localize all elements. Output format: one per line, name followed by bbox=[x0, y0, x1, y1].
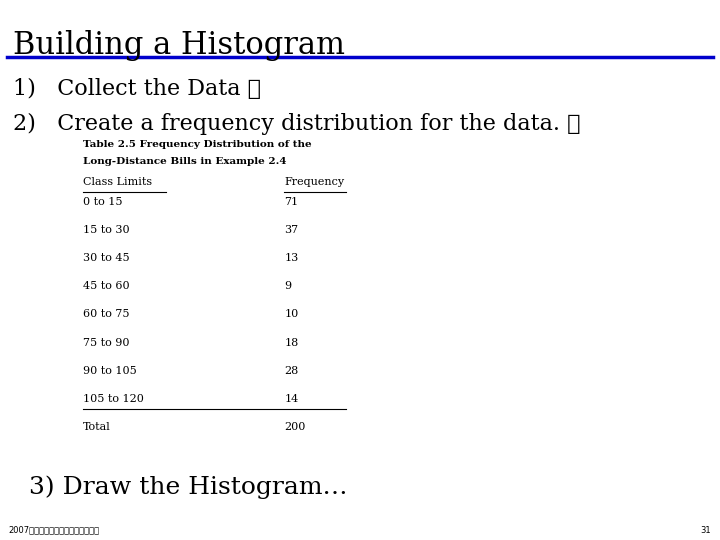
Text: Table 2.5 Frequency Distribution of the: Table 2.5 Frequency Distribution of the bbox=[83, 140, 312, 150]
Text: 15 to 30: 15 to 30 bbox=[83, 225, 130, 235]
Text: Frequency: Frequency bbox=[284, 177, 345, 187]
Text: Class Limits: Class Limits bbox=[83, 177, 152, 187]
Text: 2)   Create a frequency distribution for the data. ✓: 2) Create a frequency distribution for t… bbox=[13, 113, 580, 136]
Text: 13: 13 bbox=[284, 253, 299, 264]
Text: 3) Draw the Histogram…: 3) Draw the Histogram… bbox=[29, 475, 347, 499]
Text: 30 to 45: 30 to 45 bbox=[83, 253, 130, 264]
Text: 105 to 120: 105 to 120 bbox=[83, 394, 144, 404]
Text: 60 to 75: 60 to 75 bbox=[83, 309, 130, 320]
Text: 18: 18 bbox=[284, 338, 299, 348]
Text: 2007年版《统计学》（一）乐群技术: 2007年版《统计学》（一）乐群技术 bbox=[9, 525, 100, 535]
Text: 200: 200 bbox=[284, 422, 306, 432]
Text: 0 to 15: 0 to 15 bbox=[83, 197, 122, 207]
Text: 9: 9 bbox=[284, 281, 292, 292]
Text: 1)   Collect the Data ✓: 1) Collect the Data ✓ bbox=[13, 78, 261, 100]
Text: Long-Distance Bills in Example 2.4: Long-Distance Bills in Example 2.4 bbox=[83, 157, 287, 166]
Text: Total: Total bbox=[83, 422, 111, 432]
Text: Building a Histogram: Building a Histogram bbox=[13, 30, 345, 60]
Text: 28: 28 bbox=[284, 366, 299, 376]
Text: 10: 10 bbox=[284, 309, 299, 320]
Text: 14: 14 bbox=[284, 394, 299, 404]
Text: 37: 37 bbox=[284, 225, 299, 235]
Text: 90 to 105: 90 to 105 bbox=[83, 366, 137, 376]
Text: 75 to 90: 75 to 90 bbox=[83, 338, 130, 348]
Text: 31: 31 bbox=[701, 525, 711, 535]
Text: 71: 71 bbox=[284, 197, 299, 207]
Text: 45 to 60: 45 to 60 bbox=[83, 281, 130, 292]
